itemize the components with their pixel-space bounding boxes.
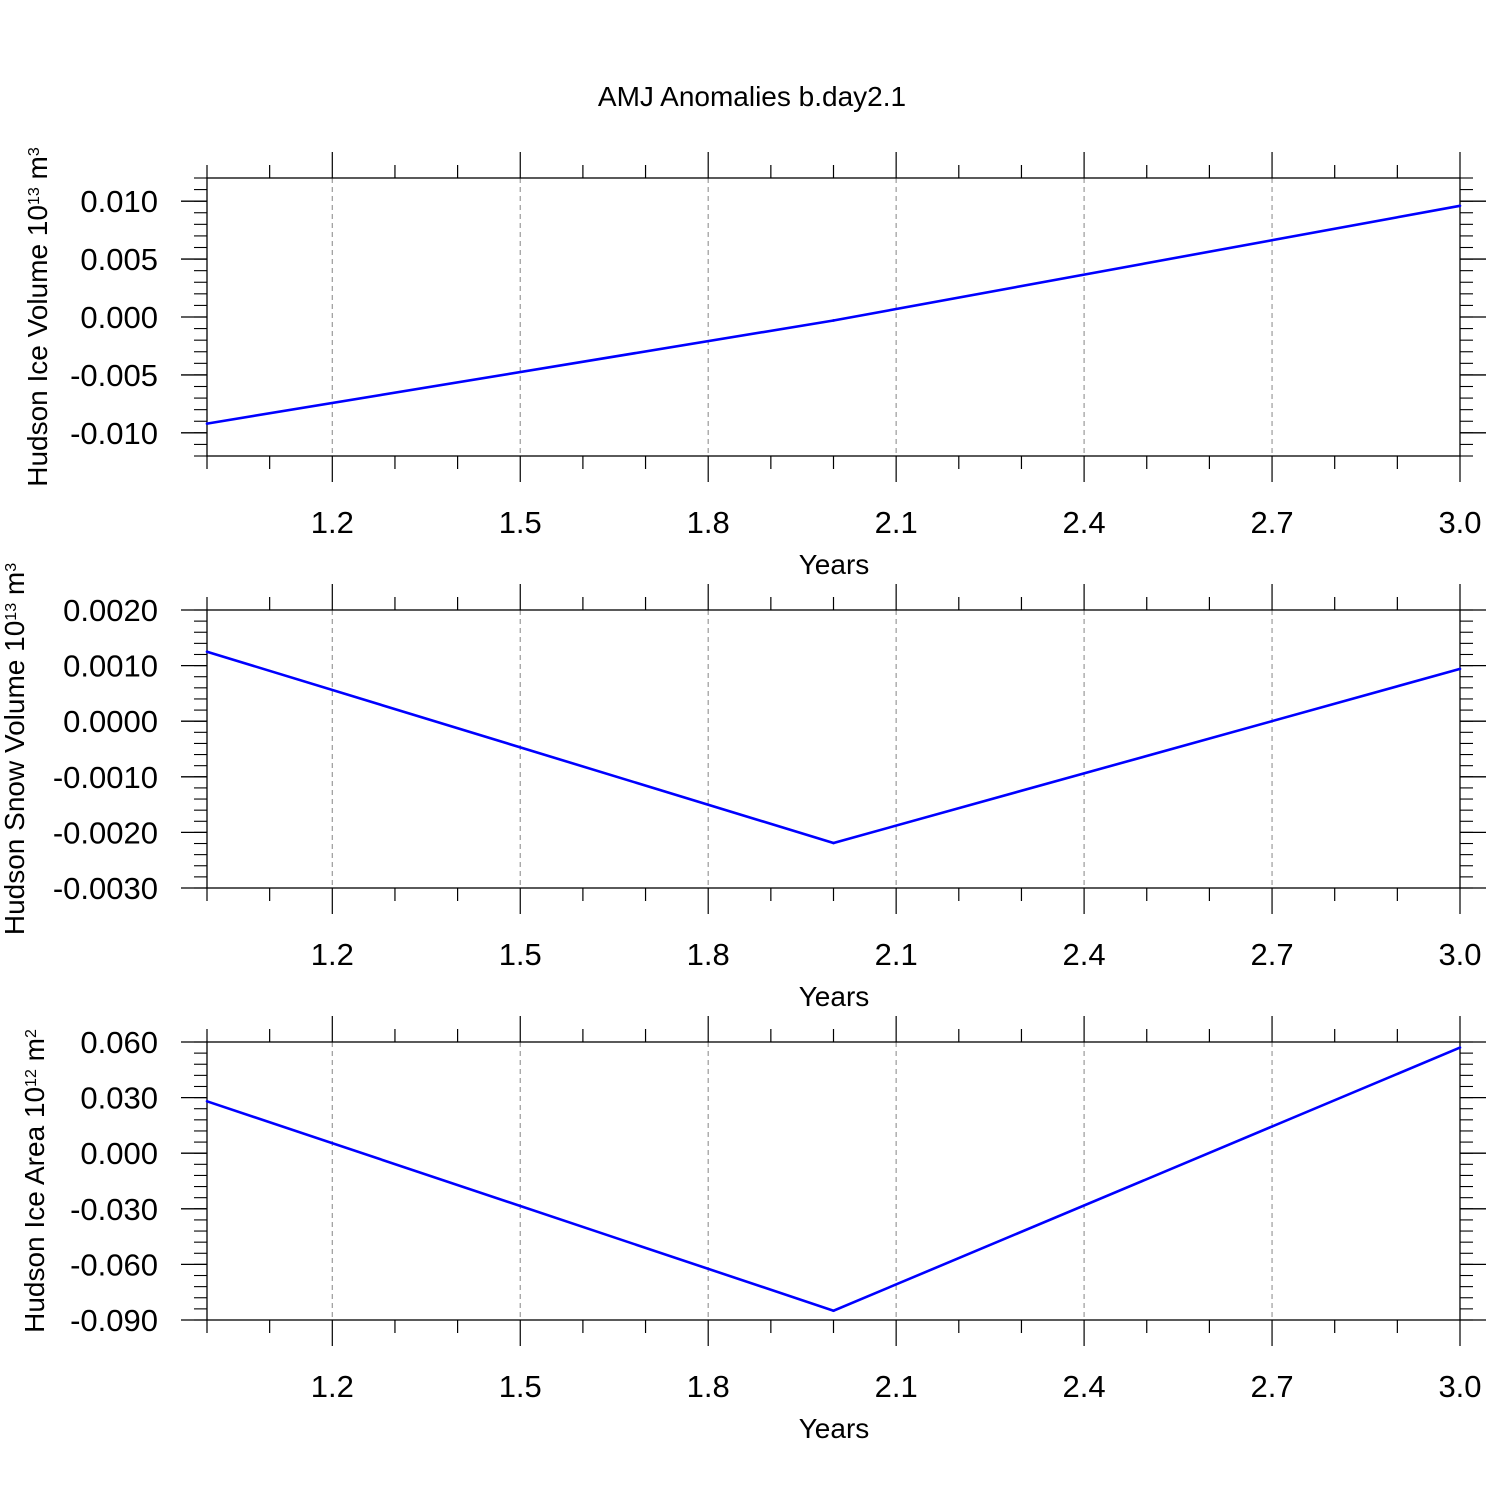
x-tick-label: 1.2 <box>311 1369 354 1404</box>
x-tick-label: 2.4 <box>1063 1369 1106 1404</box>
data-point <box>205 1100 209 1103</box>
x-tick-label: 2.4 <box>1063 937 1106 972</box>
y-tick-label: 0.005 <box>80 242 158 277</box>
x-tick-label: 1.5 <box>499 937 542 972</box>
data-point <box>832 841 835 845</box>
x-tick-label: 1.8 <box>687 937 730 972</box>
x-tick-label: 3.0 <box>1438 1369 1481 1404</box>
data-point <box>1458 204 1462 208</box>
x-tick-label: 2.4 <box>1063 505 1106 540</box>
y-tick-label: 0.060 <box>80 1025 158 1060</box>
y-tick-label: -0.010 <box>70 416 158 451</box>
x-tick-label: 2.7 <box>1250 937 1293 972</box>
x-tick-label: 2.1 <box>875 937 918 972</box>
x-tick-label: 2.1 <box>875 505 918 540</box>
y-tick-label: 0.000 <box>80 1136 158 1171</box>
data-point <box>1458 1046 1462 1049</box>
chart-panel-1: -0.010 -0.005 0.000 0.005 0.010 1.2 1.5 1.8 2.1 2… <box>22 147 1486 580</box>
x-tick-label: 2.1 <box>875 1369 918 1404</box>
x-axis-title: Years <box>799 549 870 580</box>
x-tick-label: 1.5 <box>499 505 542 540</box>
x-axis-title: Years <box>799 981 870 1012</box>
data-point <box>205 422 209 425</box>
y-tick-label: -0.0010 <box>53 760 158 795</box>
x-tick-label: 2.7 <box>1250 505 1293 540</box>
y-tick-label: 0.0000 <box>63 704 158 739</box>
data-point <box>1458 667 1462 671</box>
y-tick-label: 0.000 <box>80 300 158 335</box>
x-tick-label: 1.2 <box>311 505 354 540</box>
x-tick-label: 1.5 <box>499 1369 542 1404</box>
chart-panel-2: -0.0030 -0.0020 -0.0010 0.0000 0.0010 0.0020 1… <box>0 563 1486 1012</box>
chart-panels: -0.010 -0.005 0.000 0.005 0.010 1.2 1.5 1.8 2.1 2… <box>0 147 1486 1444</box>
y-tick-label: 0.030 <box>80 1081 158 1116</box>
data-point <box>832 319 835 322</box>
chart-panel-3: -0.090 -0.060 -0.030 0.000 0.030 0.060 1.2 1.5 1… <box>19 1016 1486 1444</box>
y-axis-title: Hudson Snow Volume 1013 m3 <box>0 563 30 935</box>
y-tick-label: 0.0020 <box>63 593 158 628</box>
x-tick-label: 3.0 <box>1438 505 1481 540</box>
x-tick-label: 1.8 <box>687 1369 730 1404</box>
y-tick-label: 0.010 <box>80 184 158 219</box>
y-tick-label: -0.0020 <box>53 815 158 850</box>
y-tick-label: -0.030 <box>70 1192 158 1227</box>
y-tick-label: -0.090 <box>70 1303 158 1338</box>
data-point <box>832 1309 835 1313</box>
y-tick-label: 0.0010 <box>63 649 158 684</box>
y-tick-label: -0.060 <box>70 1247 158 1282</box>
figure-title: AMJ Anomalies b.day2.1 <box>598 81 906 112</box>
x-tick-label: 1.2 <box>311 937 354 972</box>
x-tick-label: 1.8 <box>687 505 730 540</box>
y-tick-label: -0.0030 <box>53 871 158 906</box>
x-tick-label: 3.0 <box>1438 937 1481 972</box>
y-tick-label: -0.005 <box>70 358 158 393</box>
data-point <box>205 650 209 653</box>
x-tick-label: 2.7 <box>1250 1369 1293 1404</box>
y-axis-title: Hudson Ice Volume 1013 m3 <box>22 147 53 487</box>
y-axis-title: Hudson Ice Area 1012 m2 <box>19 1029 50 1333</box>
x-axis-title: Years <box>799 1413 870 1444</box>
